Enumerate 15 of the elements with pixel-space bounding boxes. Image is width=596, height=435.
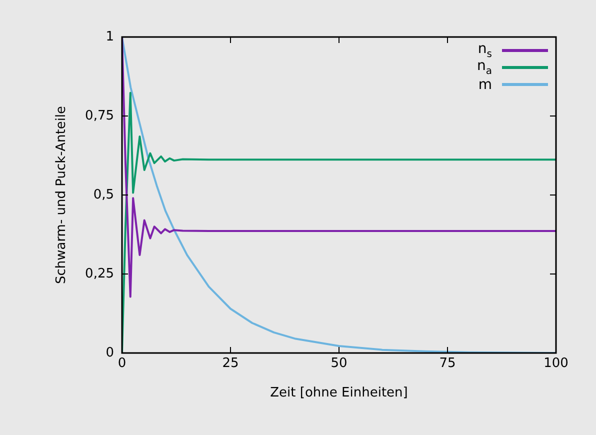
legend-label: n$_{s}$: [478, 41, 492, 60]
x-tick-label: 0: [118, 356, 126, 372]
y-tick-label: 0,5: [93, 187, 114, 202]
x-tick-label: 100: [544, 356, 568, 372]
x-tick-label: 75: [439, 356, 456, 372]
y-axis-title: Schwarm- und Puck-Anteile: [54, 106, 70, 284]
x-axis-title: Zeit [ohne Einheiten]: [270, 386, 408, 401]
x-tick-label: 25: [222, 356, 239, 372]
y-tick-label: 1: [106, 29, 114, 44]
y-tick-label: 0: [106, 345, 114, 360]
y-tick-label: 0,75: [85, 108, 114, 124]
legend-label: m: [478, 76, 492, 92]
legend-label: n$_{a}$: [476, 58, 492, 77]
y-tick-label: 0,25: [85, 266, 114, 282]
x-tick-label: 50: [330, 356, 348, 372]
